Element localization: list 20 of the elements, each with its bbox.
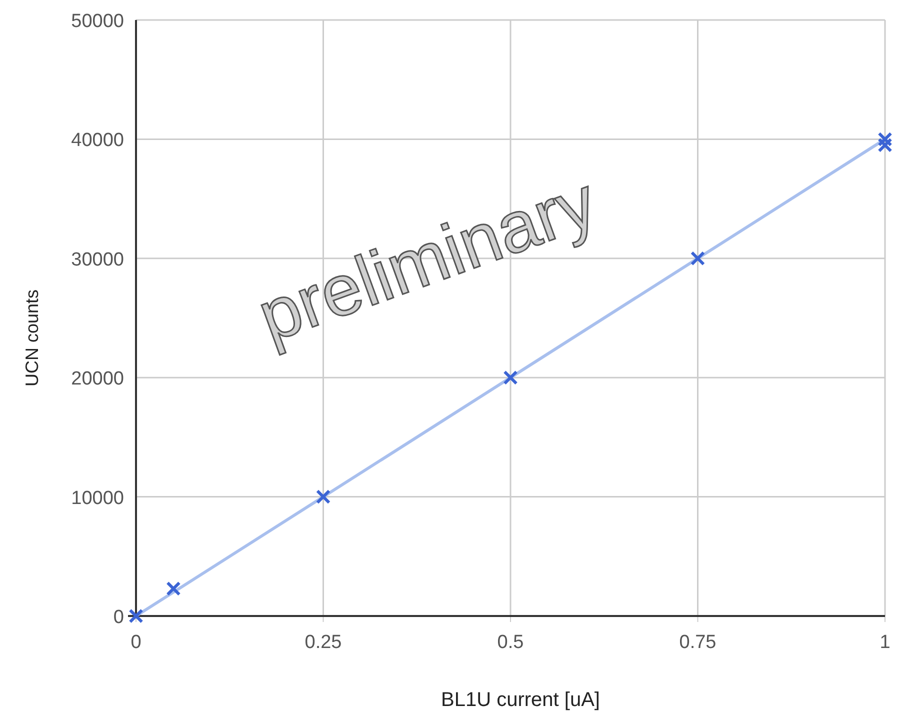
- x-tick-label: 1: [880, 632, 890, 653]
- x-tick-label: 0.5: [497, 632, 524, 653]
- point: [690, 251, 706, 266]
- y-tick-label: 40000: [71, 130, 124, 152]
- x-axis-title: BL1U current [uA]: [441, 689, 600, 711]
- x-tick-label: 0.25: [304, 632, 342, 653]
- point: [878, 138, 892, 152]
- y-tick-label: 30000: [71, 249, 124, 270]
- point: [316, 489, 331, 504]
- point: [166, 581, 181, 596]
- y-tick-label: 10000: [71, 488, 124, 509]
- point: [878, 132, 892, 147]
- y-tick-label: 20000: [71, 368, 124, 390]
- y-tick-label: 50000: [71, 11, 124, 32]
- y-tick-label: 0: [113, 607, 124, 628]
- point: [128, 608, 144, 624]
- point: [503, 370, 518, 385]
- x-tick-label: 0: [130, 632, 142, 653]
- y-axis-title: UCN counts: [22, 289, 42, 387]
- x-tick-label: 0.75: [679, 632, 716, 653]
